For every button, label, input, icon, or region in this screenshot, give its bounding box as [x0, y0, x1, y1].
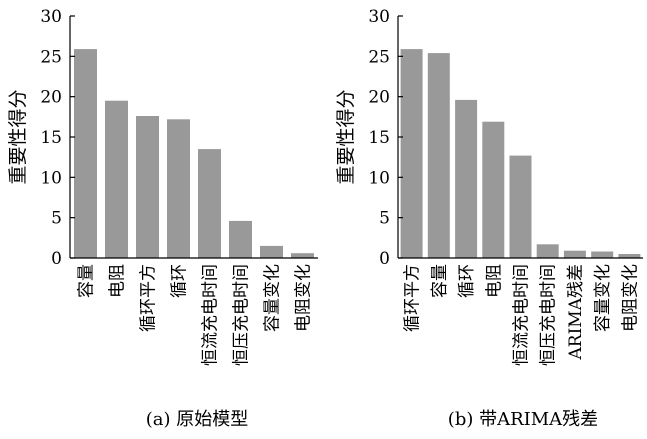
x-tick-label: 循环平方 [139, 264, 159, 332]
x-tick-label: 循环 [170, 264, 190, 298]
y-tick-label: 25 [40, 47, 62, 67]
y-tick-label: 15 [368, 128, 390, 148]
bar-0-4 [198, 149, 221, 258]
panel-caption: (a) 原始模型 [146, 409, 249, 430]
bar-1-8 [618, 254, 641, 258]
bar-1-2 [455, 99, 478, 259]
x-tick-label: 电阻变化 [620, 264, 640, 332]
y-tick-label: 15 [40, 128, 62, 148]
bar-1-0 [400, 49, 423, 258]
y-tick-label: 20 [40, 88, 62, 108]
y-tick-label: 0 [51, 249, 62, 269]
x-tick-label: 容量变化 [263, 264, 283, 332]
y-tick-label: 0 [379, 249, 390, 269]
y-axis-label: 重要性得分 [7, 89, 29, 184]
y-tick-label: 10 [368, 168, 390, 188]
x-tick-label: 电阻 [108, 264, 128, 298]
y-tick-label: 25 [368, 47, 390, 67]
bar-0-7 [291, 253, 314, 258]
y-tick-label: 30 [40, 7, 62, 27]
bar-1-3 [482, 121, 505, 258]
y-tick-label: 5 [379, 209, 390, 229]
bar-0-3 [167, 119, 190, 258]
chart-panel-0: 0 5 10 15 20 25 30 容量 电阻 循环平方 循环 恒流充电时间 恒压充电时间 容量变化 电阻… [7, 7, 318, 430]
bar-0-6 [260, 245, 283, 258]
x-tick-label: 电阻变化 [294, 264, 314, 332]
x-tick-label: 循环 [457, 264, 477, 298]
bar-0-0 [74, 49, 97, 258]
x-tick-label: 容量 [430, 264, 450, 298]
bar-1-6 [563, 250, 586, 258]
x-tick-label: 电阻 [484, 264, 504, 298]
bar-1-1 [427, 53, 450, 258]
bar-0-1 [105, 100, 128, 258]
bar-0-2 [136, 116, 159, 258]
x-tick-label: 恒流充电时间 [201, 264, 221, 366]
bar-1-5 [536, 244, 559, 258]
y-tick-label: 5 [51, 209, 62, 229]
x-tick-label: 恒流充电时间 [512, 264, 532, 366]
x-tick-label: 恒压充电时间 [539, 264, 559, 366]
y-tick-label: 30 [368, 7, 390, 27]
bar-1-4 [509, 155, 532, 258]
y-tick-label: 20 [368, 88, 390, 108]
x-tick-label: 循环平方 [403, 264, 423, 332]
bar-1-7 [591, 251, 614, 258]
y-axis-label: 重要性得分 [335, 89, 357, 184]
chart-panel-1: 0 5 10 15 20 25 30 循环平方 容量 循环 电阻 恒流充电时间 恒压充电时间 ARIMA残… [335, 7, 643, 430]
x-tick-label: 容量 [77, 264, 97, 298]
x-tick-label: 容量变化 [593, 264, 613, 332]
panel-caption: (b) 带ARIMA残差 [448, 409, 598, 430]
x-tick-label: ARIMA残差 [566, 264, 586, 360]
bar-0-5 [229, 220, 252, 258]
y-tick-label: 10 [40, 168, 62, 188]
x-tick-label: 恒压充电时间 [232, 264, 252, 366]
